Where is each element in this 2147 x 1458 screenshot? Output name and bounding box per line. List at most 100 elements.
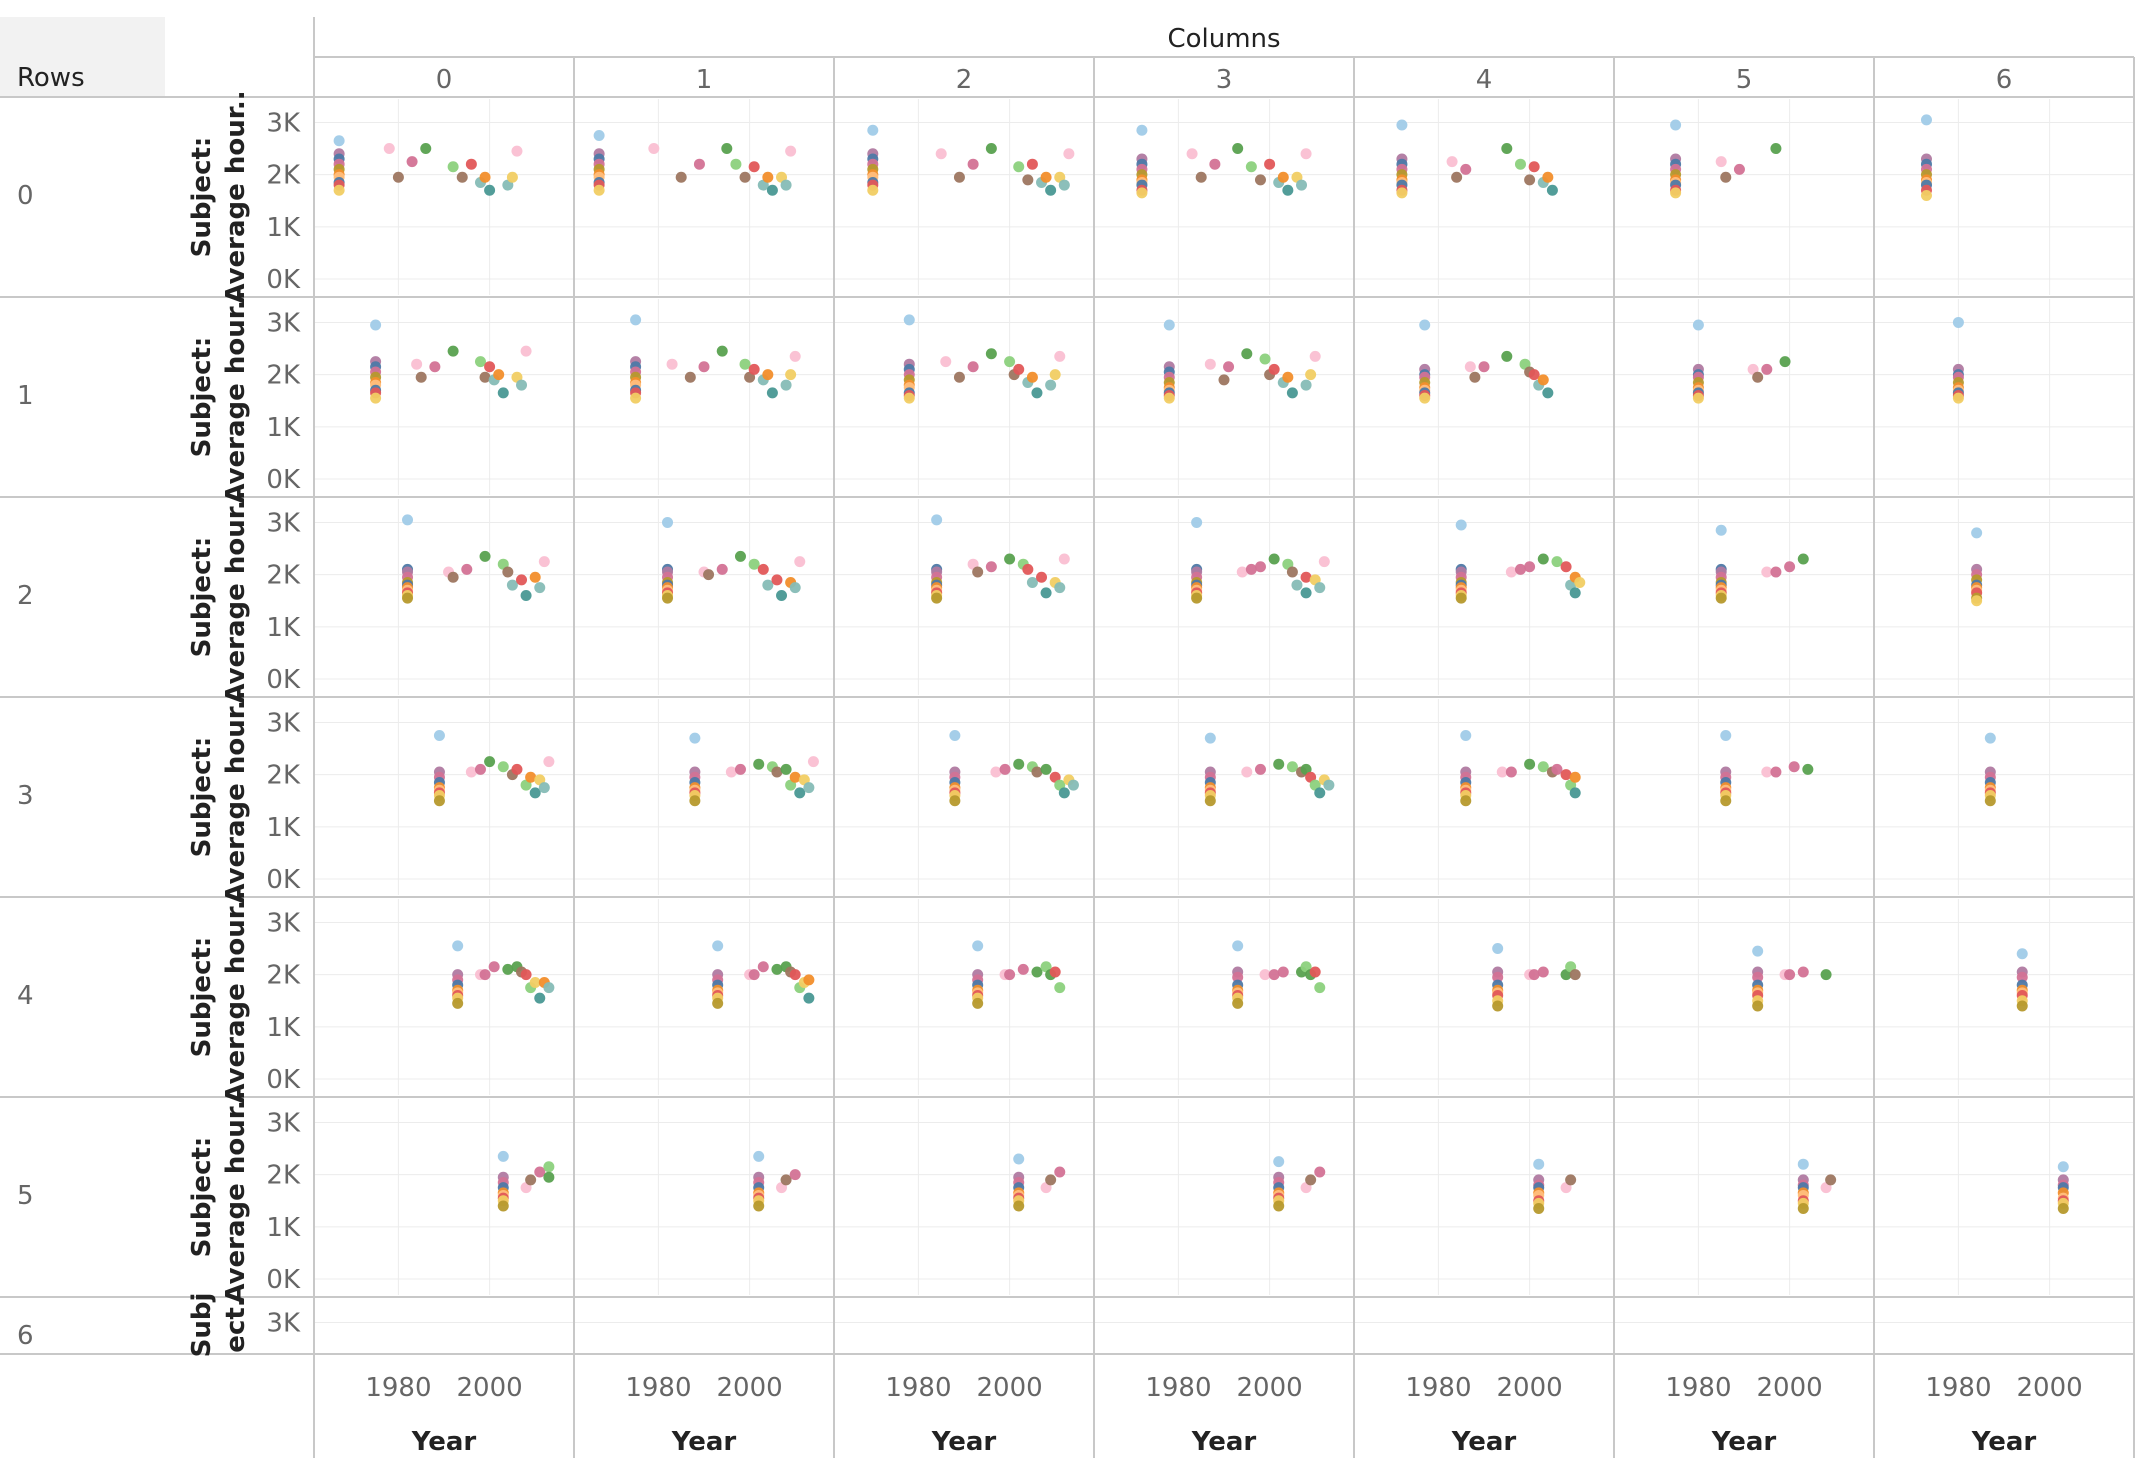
scatter-point: [502, 566, 514, 578]
scatter-point: [1049, 369, 1061, 381]
scatter-point: [1514, 158, 1526, 170]
scatter-point: [1040, 171, 1052, 183]
scatter-point: [949, 795, 961, 807]
scatter-point: [766, 184, 778, 196]
scatter-point: [1232, 997, 1244, 1009]
scatter-point: [1524, 561, 1536, 573]
scatter-point: [949, 729, 961, 741]
x-axis-title: Year: [1711, 1427, 1777, 1457]
scatter-point: [1533, 1158, 1545, 1170]
scatter-point: [488, 961, 500, 973]
scatter-point: [867, 124, 879, 136]
scatter-point: [1551, 763, 1563, 775]
y-tick-label: 3K: [266, 1308, 301, 1338]
y-tick-label: 1K: [266, 813, 301, 843]
scatter-point: [465, 766, 477, 778]
scatter-point: [1505, 766, 1517, 778]
x-axis-title: Year: [411, 1427, 477, 1457]
scatter-point: [1264, 158, 1276, 170]
scatter-point: [1017, 963, 1029, 975]
scatter-point: [1195, 171, 1207, 183]
y-axis-title: Subj: [187, 1293, 217, 1358]
scatter-point: [1770, 143, 1782, 155]
scatter-point: [1245, 161, 1257, 173]
scatter-point: [1971, 527, 1983, 539]
scatter-point: [967, 361, 979, 373]
y-tick-label: 2K: [266, 1161, 301, 1191]
scatter-point: [780, 179, 792, 191]
scatter-point: [433, 729, 445, 741]
scatter-point: [716, 563, 728, 575]
scatter-point: [789, 969, 801, 981]
scatter-point: [2016, 948, 2028, 960]
x-tick-label: 1980: [1405, 1373, 1471, 1403]
y-tick-label: 3K: [266, 508, 301, 538]
scatter-point: [1040, 763, 1052, 775]
y-tick-label: 1K: [266, 413, 301, 443]
scatter-point: [689, 795, 701, 807]
scatter-point: [1952, 316, 1964, 328]
scatter-point: [1464, 361, 1476, 373]
scatter-point: [1314, 787, 1326, 799]
scatter-point: [1419, 319, 1431, 331]
scatter-point: [1314, 582, 1326, 594]
scatter-point: [543, 1161, 555, 1173]
scatter-point: [1797, 553, 1809, 565]
scatter-point: [1300, 571, 1312, 583]
scatter-point: [1049, 966, 1061, 978]
scatter-point: [429, 361, 441, 373]
scatter-point: [406, 156, 418, 168]
scatter-point: [1204, 358, 1216, 370]
scatter-point: [534, 1166, 546, 1178]
scatter-point: [1232, 143, 1244, 155]
scatter-point: [1040, 587, 1052, 599]
scatter-point: [972, 997, 984, 1009]
x-tick-label: 2000: [2017, 1373, 2083, 1403]
scatter-point: [766, 387, 778, 399]
scatter-point: [506, 171, 518, 183]
scatter-point: [1770, 766, 1782, 778]
scatter-point: [1492, 971, 1504, 983]
x-tick-label: 1980: [365, 1373, 431, 1403]
scatter-point: [1268, 363, 1280, 375]
scatter-point: [1186, 148, 1198, 160]
scatter-point: [1569, 787, 1581, 799]
y-tick-label: 2K: [266, 161, 301, 191]
scatter-point: [1952, 392, 1964, 404]
scatter-point: [630, 392, 642, 404]
scatter-point: [370, 319, 382, 331]
scatter-point: [1460, 795, 1472, 807]
scatter-point: [771, 766, 783, 778]
scatter-point: [1026, 371, 1038, 383]
scatter-point: [721, 143, 733, 155]
scatter-point: [1273, 1200, 1285, 1212]
y-axis-title: Subject:: [187, 137, 217, 258]
scatter-point: [803, 782, 815, 794]
scatter-point: [771, 574, 783, 586]
scatter-point: [543, 1171, 555, 1183]
scatter-point: [1542, 171, 1554, 183]
scatter-point: [1291, 579, 1303, 591]
scatter-point: [1314, 982, 1326, 994]
scatter-point: [474, 763, 486, 775]
scatter-point: [593, 129, 605, 141]
scatter-point: [985, 561, 997, 573]
scatter-point: [1455, 592, 1467, 604]
scatter-point: [1241, 348, 1253, 360]
column-header: 1: [696, 65, 713, 95]
scatter-point: [484, 184, 496, 196]
scatter-point: [370, 392, 382, 404]
x-axis-title: Year: [671, 1427, 737, 1457]
scatter-point: [1971, 595, 1983, 607]
scatter-point: [1314, 1166, 1326, 1178]
scatter-point: [333, 184, 345, 196]
scatter-point: [2016, 1000, 2028, 1012]
row-header: 2: [17, 581, 34, 611]
scatter-point: [1825, 1174, 1837, 1186]
y-axis-title: Average hour..: [221, 290, 251, 503]
scatter-point: [803, 992, 815, 1004]
scatter-point: [1492, 943, 1504, 955]
scatter-point: [1524, 758, 1536, 770]
scatter-point: [1528, 969, 1540, 981]
